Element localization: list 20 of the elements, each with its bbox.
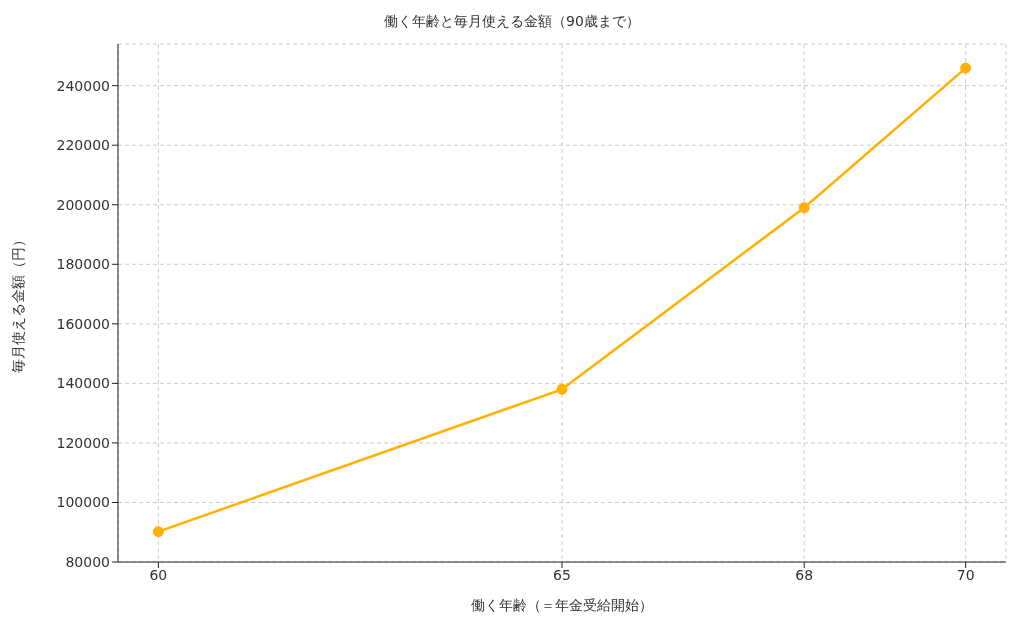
point xyxy=(798,202,810,214)
x-tick-label: 65 xyxy=(553,566,571,583)
x-axis-title: 働く年齢（＝年金受給開始） xyxy=(471,597,653,613)
y-tick-label: 200000 xyxy=(56,196,110,213)
point xyxy=(960,62,972,74)
point xyxy=(152,526,164,538)
y-tick-label: 180000 xyxy=(56,256,110,273)
y-tick-label: 140000 xyxy=(56,375,110,392)
point xyxy=(556,383,568,395)
y-tick-label: 240000 xyxy=(56,77,110,94)
chart-title: 働く年齢と毎月使える金額（90歳まで） xyxy=(383,12,641,31)
y-axis-title: 毎月使える金額（円） xyxy=(9,233,26,373)
y-tick-label: 220000 xyxy=(56,137,110,154)
y-tick-label: 120000 xyxy=(56,434,110,451)
y-tick-label: 160000 xyxy=(56,315,110,332)
x-tick-label: 60 xyxy=(149,566,168,583)
x-tick-label: 68 xyxy=(795,566,814,583)
y-tick-label: 100000 xyxy=(56,494,110,511)
y-tick-label: 80000 xyxy=(65,553,110,570)
x-tick-label: 70 xyxy=(956,566,975,583)
